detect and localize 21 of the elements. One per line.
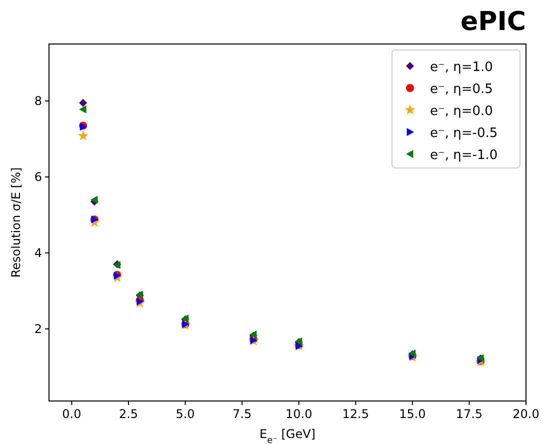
x-tick-label: 5.0 [176,407,195,421]
chart-title: ePIC [460,7,526,37]
x-tick-label: 2.5 [118,407,138,421]
x-tick-label: 12.5 [342,407,369,421]
x-tick-label: 20.0 [512,407,540,421]
x-tick-label: 17.5 [456,407,483,421]
y-tick-label: 6 [34,170,42,184]
x-tick-label: 7.5 [232,407,252,421]
y-tick-label: 8 [34,94,42,108]
legend-label: e⁻, η=-1.0 [430,148,498,163]
x-tick-label: 10.0 [286,407,312,421]
legend-label: e⁻, η=0.0 [430,104,493,119]
legend-label: e⁻, η=1.0 [430,60,493,75]
y-tick-label: 4 [34,246,42,260]
y-tick-label: 2 [34,322,42,336]
legend-label: e⁻, η=0.5 [430,82,493,97]
x-tick-label: 0.0 [62,407,82,421]
legend-label: e⁻, η=-0.5 [430,126,498,141]
x-tick-label: 15.0 [399,407,426,421]
x-axis-title: E$_{e⁻}$ [GeV] [260,427,316,444]
y-axis-title: Resolution σ/E [%] [9,167,23,278]
